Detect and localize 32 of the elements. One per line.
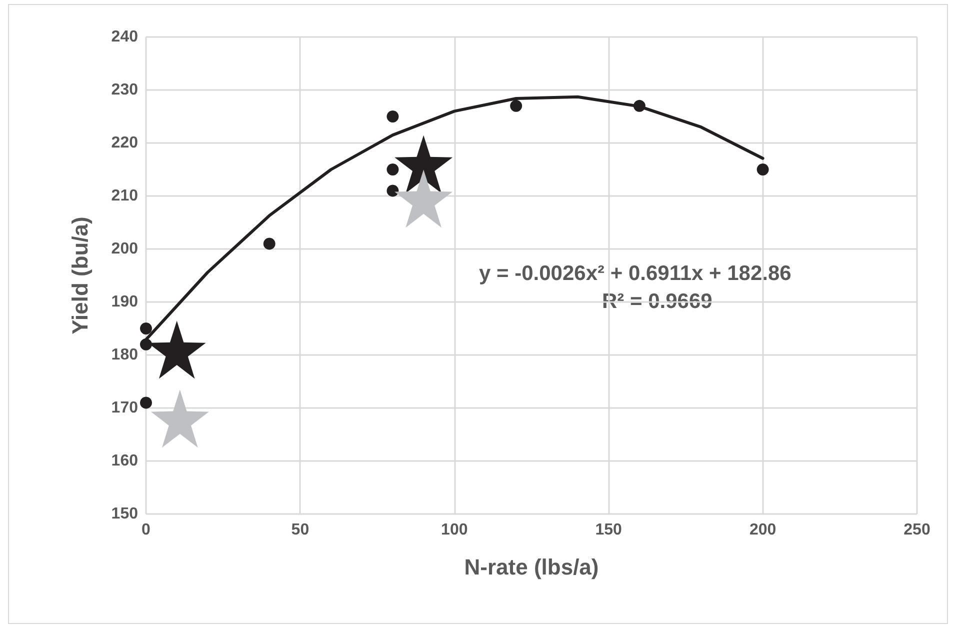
point [386, 164, 399, 176]
x-tick-label: 150 [595, 522, 622, 538]
point [633, 100, 646, 112]
point [140, 338, 152, 350]
y-tick-label: 240 [111, 28, 138, 46]
point [394, 170, 453, 228]
point [394, 135, 453, 194]
point [263, 238, 276, 250]
x-axis-title: N-rate (lbs/a) [464, 554, 599, 580]
x-tick-label: 0 [142, 522, 151, 538]
y-tick-label: 150 [111, 506, 138, 522]
y-tick-label: 190 [111, 294, 138, 310]
y-tick-label: 220 [111, 134, 138, 152]
y-tick-label: 180 [111, 346, 138, 364]
y-tick-label: 210 [111, 188, 138, 204]
annotation: y = -0.0026x² + 0.6911x + 182.86 [479, 262, 792, 285]
x-tick-label: 50 [291, 522, 310, 538]
point [510, 100, 522, 112]
point [756, 164, 769, 176]
point [140, 396, 152, 409]
x-tick-label: 100 [441, 522, 468, 538]
x-tick-label: 200 [749, 522, 776, 538]
point [386, 110, 399, 122]
point [150, 390, 209, 448]
y-tick-label: 230 [111, 82, 138, 98]
y-tick-label: 200 [111, 240, 138, 258]
point [386, 184, 399, 197]
x-tick-label: 250 [904, 522, 930, 538]
point [140, 322, 152, 334]
y-tick-label: 170 [111, 400, 138, 416]
y-tick-label: 160 [111, 452, 138, 470]
y-axis-title: Yield (bu/a) [68, 216, 92, 334]
